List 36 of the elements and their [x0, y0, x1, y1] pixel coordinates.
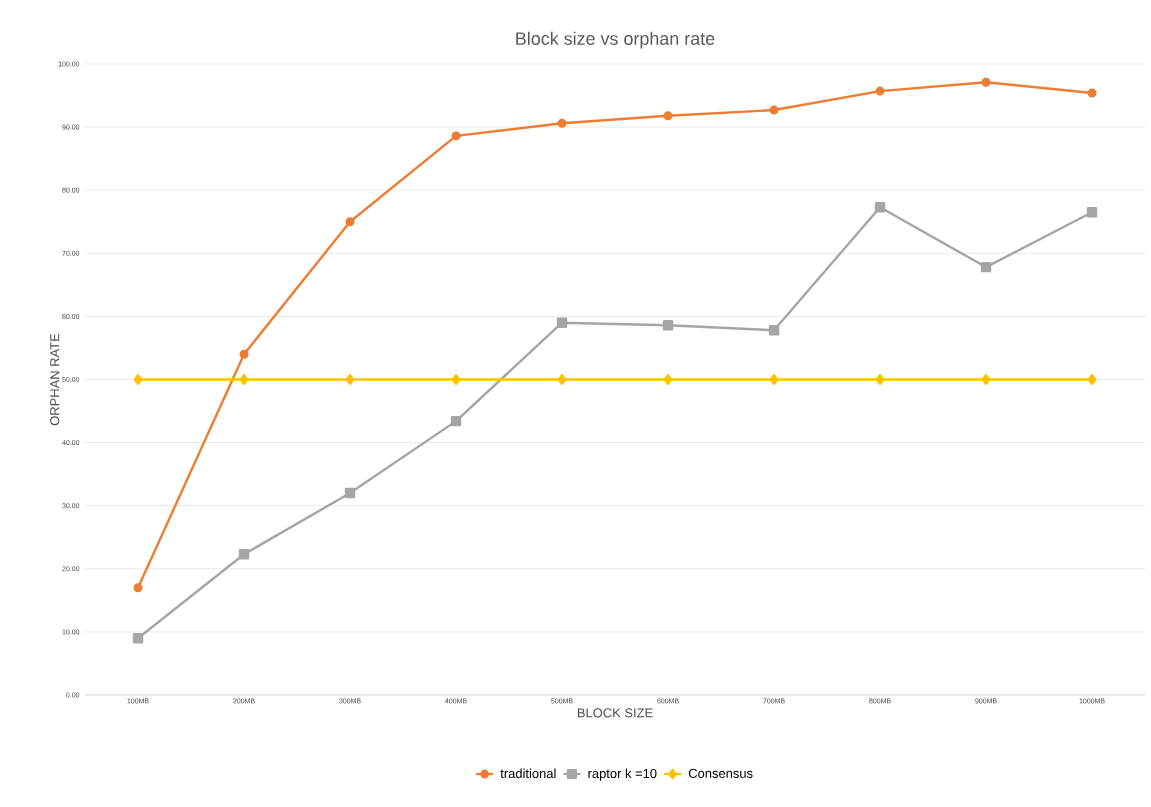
- point: [663, 111, 673, 121]
- legend-label: traditional: [500, 768, 556, 779]
- point: [1087, 88, 1097, 98]
- chart-title: Block size vs orphan rate: [516, 31, 715, 49]
- point: [345, 217, 355, 227]
- point: [1086, 207, 1098, 218]
- legend-label: raptor k =10: [588, 768, 657, 781]
- point: [345, 374, 355, 385]
- point: [556, 317, 568, 328]
- point: [662, 320, 674, 331]
- point: [981, 77, 991, 87]
- y-axis-title: ORPHAN RATE: [50, 333, 60, 426]
- point: [981, 374, 991, 385]
- point: [133, 583, 143, 593]
- point: [769, 105, 779, 115]
- point: [133, 374, 143, 385]
- point: [557, 374, 567, 385]
- point: [239, 349, 249, 359]
- point: [980, 261, 992, 273]
- point: [450, 415, 462, 427]
- point: [874, 202, 886, 213]
- point: [875, 374, 885, 385]
- point: [451, 131, 461, 141]
- point: [768, 325, 780, 336]
- point: [132, 632, 144, 644]
- point: [769, 374, 779, 385]
- x-axis-title: BLOCK SIZE: [577, 708, 653, 718]
- point: [238, 549, 250, 560]
- point: [344, 487, 356, 499]
- point: [1087, 374, 1097, 385]
- point: [663, 374, 673, 385]
- legend-label: Consensus: [688, 768, 753, 778]
- point: [875, 86, 885, 96]
- point: [451, 374, 461, 385]
- point: [239, 374, 249, 385]
- point: [557, 118, 567, 128]
